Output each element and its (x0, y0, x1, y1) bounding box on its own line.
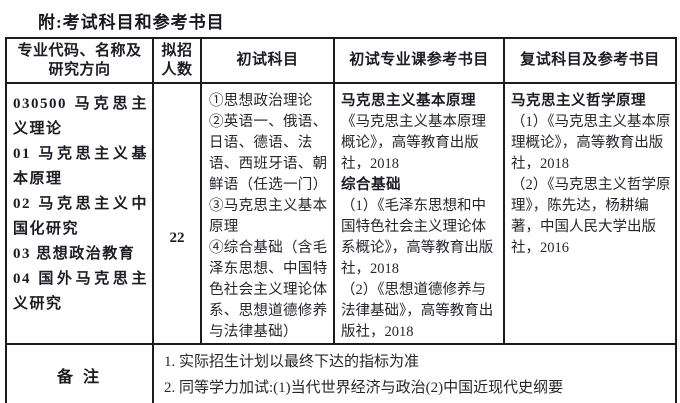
ref-section-heading: 马克思主义基本原理 (341, 93, 476, 109)
direction-line: 03 思想政治教育 (13, 246, 136, 262)
subject-item: ④综合基础（含毛泽东思想、中国特色社会主义理论体系、思想道德修养与法律基础） (209, 240, 328, 340)
direction-line: 02 马克思主义中国化研究 (13, 196, 148, 237)
direction-line: 01 马克思主义基本原理 (13, 146, 148, 187)
table-data-row: 030500 马克思主义理论 01 马克思主义基本原理 02 马克思主义中国化研… (5, 82, 677, 345)
enrollment-cell: 22 (152, 82, 202, 345)
header-program: 专业代码、名称及研究方向 (5, 37, 154, 84)
ref-item: 《马克思主义基本原理概论》，高等教育出版社，2018 (341, 114, 486, 172)
initial-subjects-cell: ①思想政治理论 ②英语一、俄语、日语、德语、法语、西班牙语、朝鲜语（任选一门） … (200, 82, 335, 345)
table-header-row: 专业代码、名称及研究方向 拟招人数 初试科目 初试专业课参考书目 复试科目及参考… (5, 37, 677, 84)
header-retest-refs: 复试科目及参考书目 (503, 37, 677, 84)
subject-item: ③马克思主义基本原理 (209, 198, 328, 235)
remark-row: 备 注 1. 实际招生计划以最终下达的指标为准 2. 同等学力加试:(1)当代世… (5, 343, 677, 403)
ref-item: （1）《马克思主义基本原理概论》，高等教育出版社，2018 (511, 114, 671, 172)
enrollment-value: 22 (169, 230, 185, 246)
retest-refs-cell: 马克思主义哲学原理 （1）《马克思主义基本原理概论》，高等教育出版社，2018 … (503, 82, 677, 345)
ref-item: （2）《马克思主义哲学原理》，陈先达，杨耕编著，中国人民大学出版社，2016 (511, 177, 671, 256)
subject-item: ①思想政治理论 (209, 93, 313, 109)
remark-content-cell: 1. 实际招生计划以最终下达的指标为准 2. 同等学力加试:(1)当代世界经济与… (152, 343, 677, 403)
program-code-line: 030500 马克思主义理论 (13, 96, 148, 137)
ref-section-heading: 马克思主义哲学原理 (511, 93, 646, 109)
initial-refs-cell: 马克思主义基本原理 《马克思主义基本原理概论》，高等教育出版社，2018 综合基… (333, 82, 505, 345)
header-initial-refs: 初试专业课参考书目 (333, 37, 505, 84)
ref-item: （2）《思想道德修养与法律基础》，高等教育出版社，2018 (341, 282, 494, 340)
subject-item: ②英语一、俄语、日语、德语、法语、西班牙语、朝鲜语（任选一门） (209, 114, 328, 193)
header-enrollment: 拟招人数 (152, 37, 202, 84)
remark-line: 2. 同等学力加试:(1)当代世界经济与政治(2)中国近现代史纲要 (164, 380, 564, 396)
header-initial-subjects: 初试科目 (200, 37, 335, 84)
remark-line: 1. 实际招生计划以最终下达的指标为准 (164, 354, 420, 370)
direction-line: 04 国外马克思主义研究 (13, 271, 148, 312)
remark-label-cell: 备 注 (5, 343, 154, 403)
ref-section-heading: 综合基础 (341, 177, 401, 193)
program-cell: 030500 马克思主义理论 01 马克思主义基本原理 02 马克思主义中国化研… (5, 82, 154, 345)
page-title: 附:考试科目和参考书目 (38, 13, 225, 32)
ref-item: （1）《毛泽东思想和中国特色社会主义理论体系概论》，高等教育出版社，2018 (341, 198, 494, 277)
exam-subjects-table: 专业代码、名称及研究方向 拟招人数 初试科目 初试专业课参考书目 复试科目及参考… (5, 37, 677, 403)
